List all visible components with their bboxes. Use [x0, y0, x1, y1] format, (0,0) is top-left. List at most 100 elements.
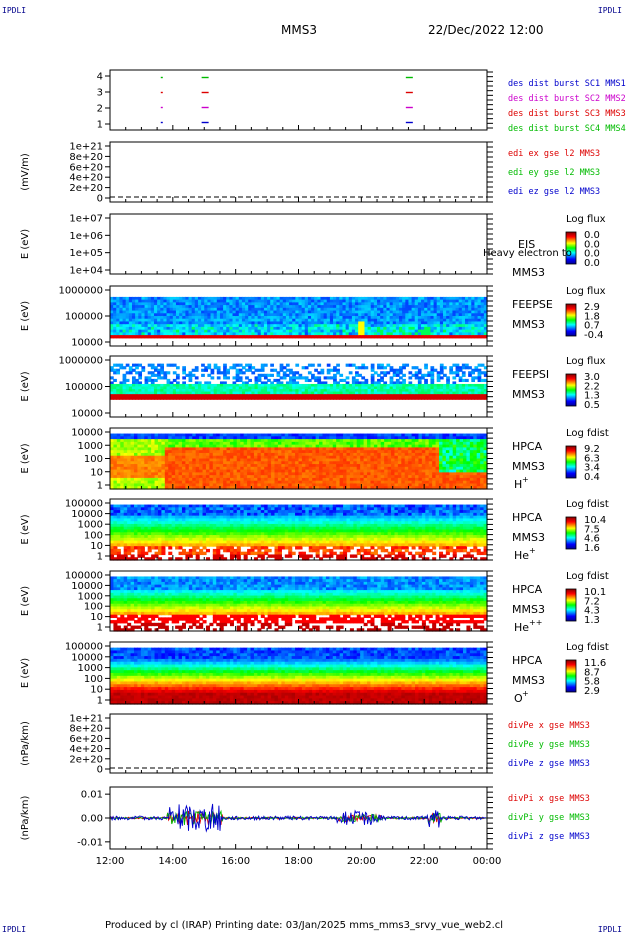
cell [461, 299, 466, 303]
cell [138, 326, 143, 331]
cell [191, 396, 196, 400]
cell [141, 389, 146, 393]
cell [351, 318, 356, 323]
cell [395, 326, 400, 331]
cell [380, 321, 384, 325]
cell [182, 391, 186, 395]
cell [238, 313, 243, 317]
cell [119, 299, 124, 303]
cell [223, 363, 227, 367]
cell [402, 329, 406, 333]
cell [468, 307, 472, 312]
cell [373, 305, 378, 309]
cell [461, 326, 466, 331]
cell [201, 305, 205, 309]
cell [399, 296, 403, 301]
cell [383, 321, 388, 325]
cell [339, 310, 344, 314]
cell [201, 299, 205, 303]
cell [345, 321, 350, 325]
cell [219, 335, 224, 339]
cell [417, 329, 422, 333]
cell [405, 307, 410, 312]
cell [216, 329, 221, 333]
cell [201, 391, 205, 395]
cell [342, 329, 347, 333]
cell [210, 313, 215, 317]
cell [471, 305, 476, 309]
cell [408, 321, 413, 325]
cell [175, 299, 180, 303]
cell [446, 296, 450, 301]
cell [172, 310, 177, 314]
cell [160, 389, 165, 393]
cell [138, 363, 143, 367]
cell [257, 321, 262, 325]
cell [267, 310, 271, 314]
cell [226, 368, 230, 372]
cell [185, 324, 190, 328]
cell [446, 305, 450, 309]
cell [351, 316, 356, 320]
cell [160, 386, 165, 390]
cell [421, 310, 425, 314]
cell [110, 313, 114, 317]
cell [226, 396, 230, 400]
cell [292, 302, 296, 306]
cell [119, 296, 124, 301]
cell [336, 310, 340, 314]
cell [386, 299, 391, 303]
cell [298, 305, 303, 309]
cell [449, 305, 454, 309]
cell [270, 321, 274, 325]
cell [411, 329, 416, 333]
cell [386, 296, 391, 301]
cell [182, 366, 186, 370]
cell [260, 302, 265, 306]
cell [219, 296, 224, 301]
cell [307, 296, 312, 301]
cell [248, 307, 252, 312]
cell [267, 302, 271, 306]
cell [458, 321, 463, 325]
cell [273, 305, 278, 309]
cell [153, 307, 158, 312]
cell [207, 324, 212, 328]
cell [285, 310, 290, 314]
y-tick-label: 6e+20 [69, 734, 103, 745]
cell [301, 302, 306, 306]
cell [150, 383, 155, 388]
cell [144, 313, 149, 317]
cell [185, 329, 190, 333]
cell [119, 324, 124, 328]
cell [182, 321, 186, 325]
cell [216, 310, 221, 314]
cell [289, 313, 293, 317]
cell [119, 326, 124, 331]
cell [455, 296, 460, 301]
cell [179, 324, 183, 328]
cell [157, 332, 161, 336]
cell [207, 318, 212, 323]
cell [279, 329, 284, 333]
cell [298, 318, 303, 323]
cell [251, 332, 256, 336]
cell [292, 299, 296, 303]
cell [474, 318, 479, 323]
cell [468, 313, 472, 317]
cell [307, 302, 312, 306]
cell [141, 310, 146, 314]
legend-entry: des dist burst SC4 MMS4 [508, 124, 626, 134]
cell [125, 307, 130, 312]
cell [483, 326, 488, 331]
cell [386, 302, 391, 306]
instrument-label: EIS [518, 238, 535, 251]
cell [471, 313, 476, 317]
cell [257, 329, 262, 333]
cell [480, 302, 485, 306]
cell [204, 394, 208, 398]
cell [182, 307, 186, 312]
cell [172, 386, 177, 390]
cell [248, 335, 252, 339]
